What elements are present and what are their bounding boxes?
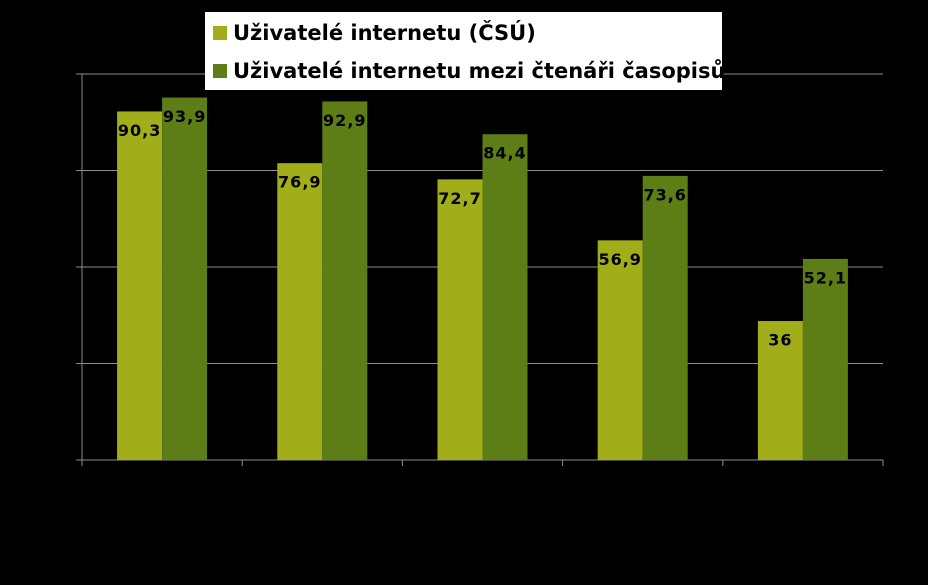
- value-label: 93,9: [163, 107, 206, 126]
- bar: [482, 134, 528, 460]
- value-label: 56,9: [598, 250, 641, 269]
- bar: [802, 258, 848, 460]
- legend-swatch: [213, 26, 227, 40]
- bar: [322, 101, 368, 460]
- legend-label: Uživatelé internetu (ČSÚ): [233, 20, 536, 45]
- bar: [117, 111, 163, 460]
- value-label: 76,9: [278, 173, 321, 192]
- bar: [757, 321, 803, 460]
- value-label: 36: [768, 331, 792, 350]
- bar: [597, 240, 643, 460]
- bar: [162, 97, 208, 461]
- legend-box: [205, 12, 722, 90]
- bar: [437, 179, 483, 461]
- value-label: 90,3: [118, 121, 161, 140]
- bar: [642, 175, 688, 461]
- bar: [277, 163, 323, 460]
- value-label: 92,9: [323, 111, 366, 130]
- value-label: 84,4: [483, 144, 526, 163]
- legend-label: Uživatelé internetu mezi čtenáři časopis…: [233, 59, 725, 83]
- value-label: 73,6: [643, 185, 686, 204]
- legend-swatch: [213, 64, 227, 78]
- value-label: 72,7: [438, 189, 481, 208]
- value-label: 52,1: [804, 268, 847, 287]
